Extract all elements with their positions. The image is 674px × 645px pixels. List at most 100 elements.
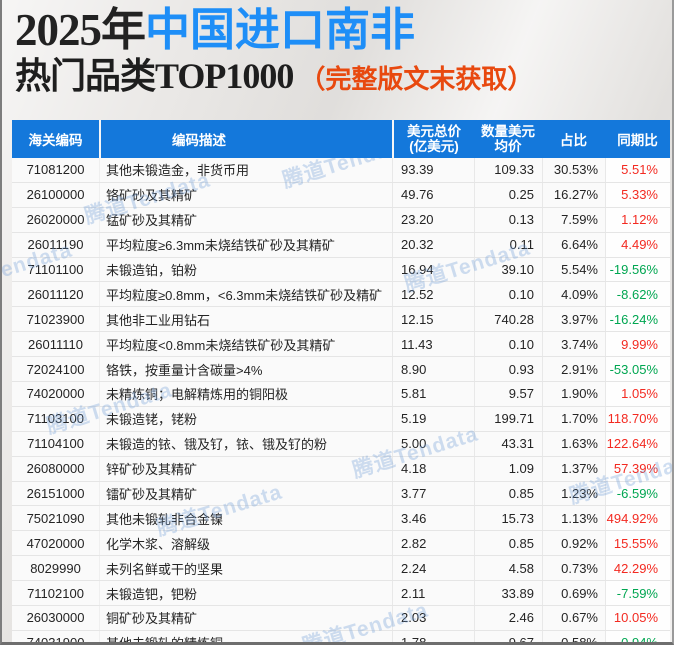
share-pct: 16.27%	[542, 182, 605, 207]
table-row: 71023900 其他非工业用钻石 12.15 740.28 3.97% -16.24%	[12, 307, 670, 333]
total-usd: 3.46	[392, 506, 474, 531]
total-usd: 2.82	[392, 531, 474, 556]
total-usd: 3.77	[392, 481, 474, 506]
col-header-hs-code: 海关编码	[28, 133, 83, 148]
hs-code: 74031900	[26, 635, 85, 645]
total-usd: 23.20	[392, 207, 474, 232]
share-pct: 1.23%	[542, 481, 605, 506]
hs-code: 26011190	[27, 237, 84, 253]
table-row: 75021090 其他未锻轧非合金镍 3.46 15.73 1.13% 494.92%	[12, 506, 670, 532]
table-row: 8029990 未列名鲜或干的坚果 2.24 4.58 0.73% 42.29%	[12, 556, 670, 582]
table-row: 71101100 未锻造铂，铂粉 16.94 39.10 5.54% -19.56%	[12, 257, 670, 283]
table-row: 74031900 其他未锻轧的精炼铜 1.78 9.67 0.58% -0.94%	[12, 630, 670, 645]
hs-code: 26020000	[26, 212, 85, 228]
share-pct: 1.90%	[542, 382, 605, 406]
imports-table: 海关编码 编码描述 美元总价 (亿美元) 数量美元 均价 占比 同期比 710812…	[12, 120, 670, 645]
table-row: 71102100 未锻造钯，钯粉 2.11 33.89 0.69% -7.59%	[12, 581, 670, 607]
table-row: 26011120 平均粒度≥0.8mm，<6.3mm未烧结铁矿砂及精矿 12.52 0…	[12, 282, 670, 308]
total-usd: 1.78	[392, 630, 474, 642]
table-row: 71081200 其他未锻造金，非货币用 93.39 109.33 30.53% 5.51…	[12, 158, 670, 183]
hs-code: 74020000	[26, 386, 85, 402]
share-pct: 1.70%	[542, 406, 605, 431]
total-usd: 5.00	[392, 431, 474, 456]
hs-code: 71023900	[26, 311, 85, 327]
table-row: 26011110 平均粒度<0.8mm未烧结铁矿砂及其精矿 11.43 0.10 3.7…	[12, 332, 670, 358]
hs-code: 26080000	[26, 461, 85, 477]
total-usd: 11.43	[392, 332, 474, 357]
avg-price: 0.93	[474, 357, 542, 382]
total-usd: 20.32	[392, 232, 474, 257]
table-row: 71103100 未锻造铑，铑粉 5.19 199.71 1.70% 118.70%	[12, 406, 670, 432]
col-header-total-usd: 美元总价 (亿美元)	[392, 120, 474, 158]
table-row: 47020000 化学木浆、溶解级 2.82 0.85 0.92% 15.55%	[12, 531, 670, 557]
total-usd: 5.81	[392, 382, 474, 406]
avg-price: 0.85	[474, 481, 542, 506]
description: 铜矿砂及其精矿	[99, 606, 392, 630]
total-usd: 12.15	[392, 307, 474, 332]
share-pct: 5.54%	[542, 257, 605, 282]
title-block: 2025年中国进口南非 热门品类TOP1000 （完整版文末获取）	[2, 0, 672, 96]
table-row: 71104100 未锻造的铱、锇及钌，铱、锇及钌的粉 5.00 43.31 1.63% 1…	[12, 431, 670, 457]
share-pct: 1.13%	[542, 506, 605, 531]
subtitle-note: （完整版文末获取）	[299, 64, 534, 94]
description: 其他未锻轧非合金镍	[99, 506, 392, 531]
avg-price: 43.31	[474, 431, 542, 456]
subtitle-main: 热门品类TOP1000	[15, 55, 294, 96]
description: 锰矿砂及其精矿	[99, 207, 392, 232]
yoy-pct: 494.92%	[605, 506, 670, 531]
yoy-pct: 118.70%	[605, 406, 670, 431]
description: 其他非工业用钻石	[99, 307, 392, 332]
description: 未锻造铑，铑粉	[99, 406, 392, 431]
share-pct: 1.63%	[542, 431, 605, 456]
total-usd: 4.18	[392, 456, 474, 481]
share-pct: 0.67%	[542, 606, 605, 630]
title-year: 2025年	[15, 5, 146, 55]
hs-code: 71101100	[27, 262, 84, 277]
yoy-pct: -8.62%	[605, 282, 670, 307]
yoy-pct: -0.94%	[605, 630, 670, 642]
avg-price: 1.09	[474, 456, 542, 481]
avg-price: 39.10	[474, 257, 542, 282]
description: 其他未锻造金，非货币用	[99, 158, 392, 182]
hs-code: 26011120	[27, 286, 84, 302]
yoy-pct: 10.05%	[605, 606, 670, 630]
table-row: 26100000 铬矿砂及其精矿 49.76 0.25 16.27% 5.33%	[12, 182, 670, 208]
hs-code: 71081200	[26, 162, 85, 178]
hs-code: 72024100	[26, 361, 85, 377]
yoy-pct: 57.39%	[605, 456, 670, 481]
avg-price: 9.67	[474, 630, 542, 642]
yoy-pct: -53.05%	[605, 357, 670, 382]
share-pct: 3.97%	[542, 307, 605, 332]
share-pct: 0.73%	[542, 556, 605, 581]
total-usd: 16.94	[392, 257, 474, 282]
hs-code: 26100000	[26, 187, 85, 203]
col-header-share: 占比	[560, 133, 587, 148]
title-highlight: 中国进口南非	[145, 5, 416, 55]
description: 未列名鲜或干的坚果	[99, 556, 392, 581]
total-usd: 2.11	[392, 581, 474, 606]
share-pct: 30.53%	[542, 158, 605, 182]
total-usd: 93.39	[392, 158, 474, 182]
hs-code: 71104100	[27, 436, 84, 452]
col-header-total-line1: 美元总价	[407, 124, 461, 139]
total-usd: 2.03	[392, 606, 474, 630]
share-pct: 7.59%	[542, 207, 605, 232]
total-usd: 12.52	[392, 282, 474, 307]
table-header-row: 海关编码 编码描述 美元总价 (亿美元) 数量美元 均价 占比 同期比	[12, 120, 670, 158]
yoy-pct: 122.64%	[605, 431, 670, 456]
description: 铬矿砂及其精矿	[99, 182, 392, 207]
hs-code: 8029990	[30, 560, 81, 576]
description: 未锻造的铱、锇及钌，铱、锇及钌的粉	[99, 431, 392, 456]
description: 未锻造铂，铂粉	[99, 257, 392, 282]
hs-code: 71102100	[27, 585, 84, 601]
avg-price: 0.10	[474, 282, 542, 307]
description: 平均粒度≥6.3mm未烧结铁矿砂及其精矿	[99, 232, 392, 257]
share-pct: 0.58%	[542, 630, 605, 642]
description: 未锻造钯，钯粉	[99, 581, 392, 606]
table-row: 26020000 锰矿砂及其精矿 23.20 0.13 7.59% 1.12%	[12, 207, 670, 233]
yoy-pct: 42.29%	[605, 556, 670, 581]
description: 化学木浆、溶解级	[99, 531, 392, 556]
share-pct: 6.64%	[542, 232, 605, 257]
avg-price: 0.10	[474, 332, 542, 357]
avg-price: 0.11	[474, 232, 542, 257]
